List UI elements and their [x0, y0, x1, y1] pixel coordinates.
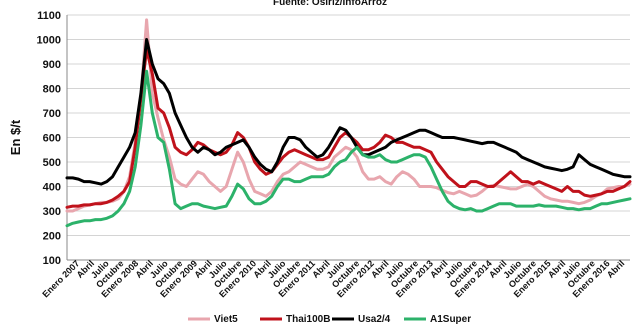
- legend-label: Viet5: [214, 314, 238, 325]
- series-line-thai100b: [65, 47, 632, 209]
- y-tick-label: 200: [43, 231, 61, 243]
- series-line-viet5: [65, 18, 632, 213]
- y-axis-ticks: 100 200 300 400 500 600 700 800 900 1000 1100: [37, 10, 61, 267]
- y-tick-label: 300: [43, 206, 61, 218]
- grid-lines: [66, 14, 630, 261]
- y-tick-label: 700: [43, 108, 61, 120]
- chart-subtitle: Fuente: Osiriz/InfoArroz: [273, 0, 387, 8]
- series-lines: [65, 18, 632, 228]
- y-tick-label: 1000: [37, 35, 61, 47]
- legend-label: Usa2/4: [358, 314, 391, 325]
- y-tick-label: 100: [43, 255, 61, 267]
- series-line-usa2-4: [65, 38, 632, 186]
- y-tick-label: 500: [43, 157, 61, 169]
- y-tick-label: 600: [43, 133, 61, 145]
- y-tick-label: 900: [43, 59, 61, 71]
- legend-label: Thai100B: [286, 314, 330, 325]
- y-tick-label: 1100: [37, 10, 61, 22]
- legend-label: A1Super: [430, 314, 471, 325]
- legend: Viet5 Thai100B Usa2/4 A1Super: [188, 314, 471, 325]
- y-tick-label: 400: [43, 182, 61, 194]
- y-tick-label: 800: [43, 84, 61, 96]
- series-line-a1super: [65, 69, 632, 228]
- x-tick-label: Abril: [605, 258, 627, 280]
- y-axis-label: En $/t: [8, 119, 23, 155]
